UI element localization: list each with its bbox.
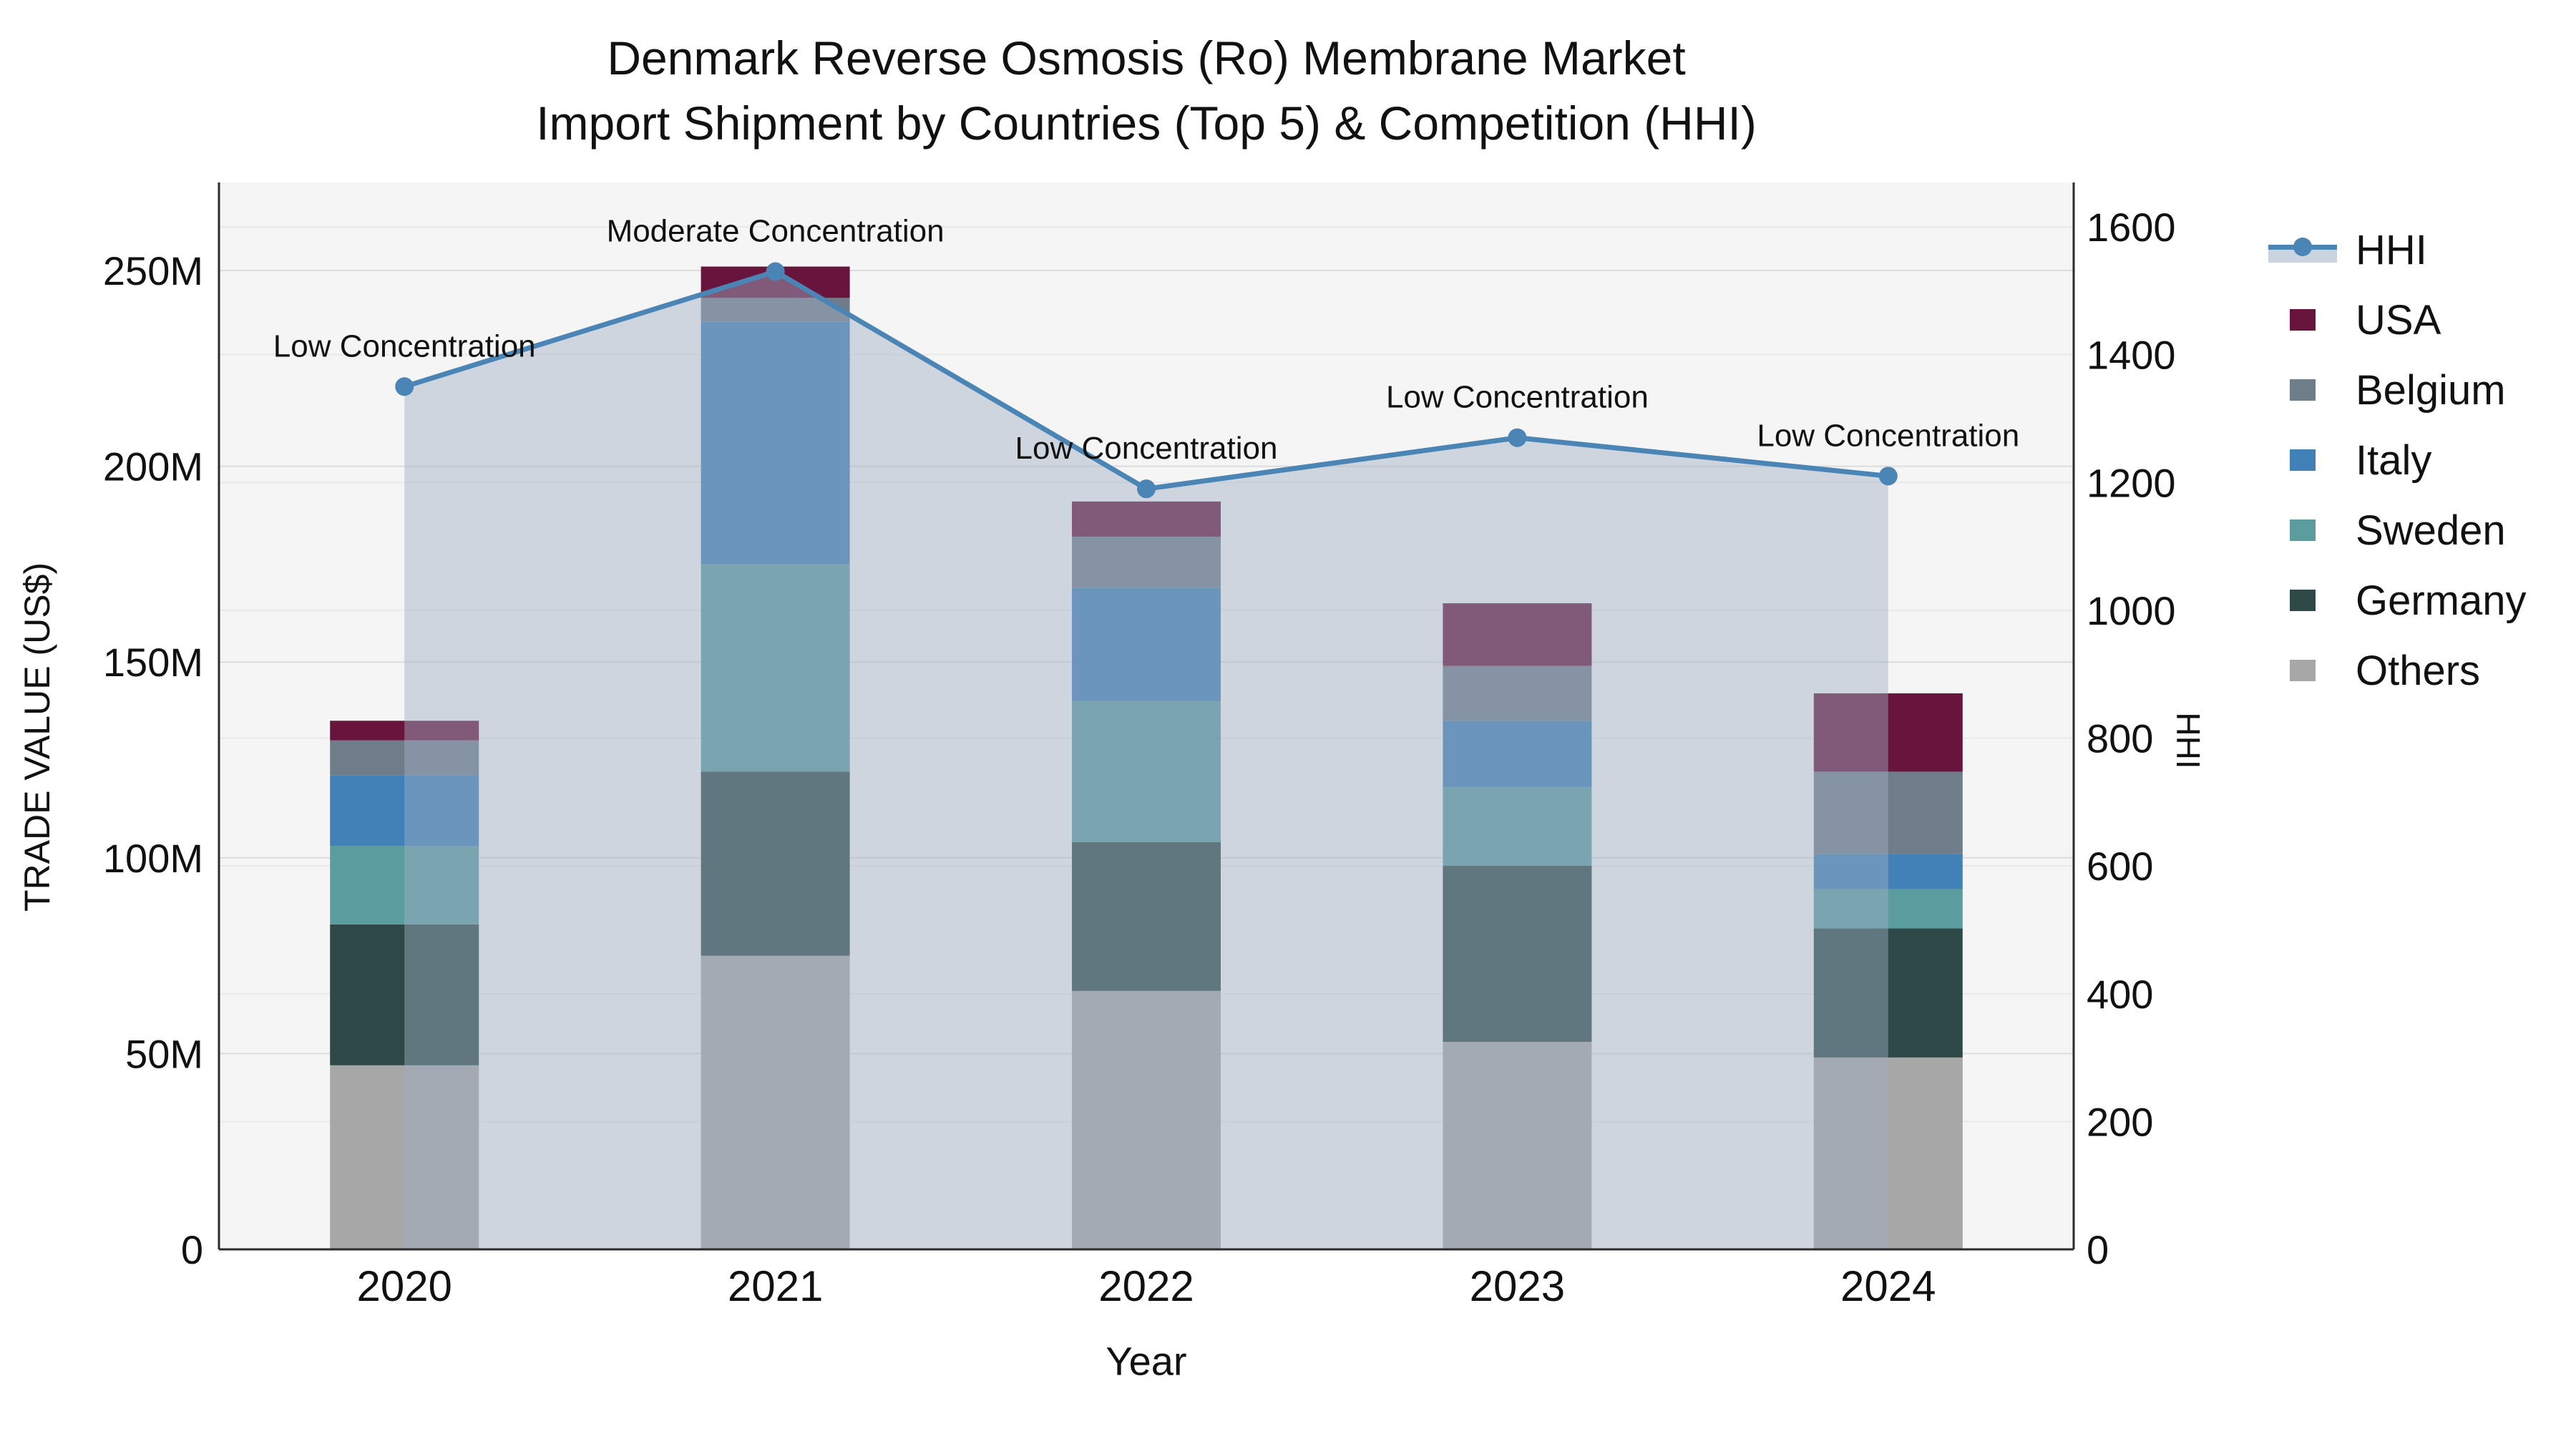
- bar-segment-germany-2024[interactable]: [1813, 928, 1963, 1058]
- legend-item-others[interactable]: Others: [2267, 635, 2527, 706]
- y-left-tick-150M: 150M: [103, 640, 203, 685]
- legend-label-germany: Germany: [2356, 577, 2527, 624]
- legend-item-hhi[interactable]: HHI: [2267, 215, 2527, 285]
- legend-color-swatch-usa: [2267, 309, 2338, 331]
- legend-label-italy: Italy: [2356, 436, 2432, 484]
- bar-segment-belgium-2023[interactable]: [1443, 665, 1592, 721]
- y-left-tick-200M: 200M: [103, 444, 203, 489]
- bar-segment-usa-2023[interactable]: [1443, 603, 1592, 666]
- legend-item-italy[interactable]: Italy: [2267, 425, 2527, 495]
- bar-segment-italy-2024[interactable]: [1813, 854, 1963, 889]
- legend-item-sweden[interactable]: Sweden: [2267, 495, 2527, 565]
- y-right-tick-400: 400: [2087, 972, 2153, 1017]
- bar-segment-usa-2024[interactable]: [1813, 693, 1963, 772]
- bar-segment-belgium-2020[interactable]: [330, 740, 479, 776]
- y-right-tick-0: 0: [2087, 1227, 2109, 1272]
- x-axis-title: Year: [1106, 1338, 1187, 1384]
- bar-segment-italy-2023[interactable]: [1443, 721, 1592, 788]
- bar-segment-others-2024[interactable]: [1813, 1057, 1963, 1249]
- annotation-2024: Low Concentration: [1757, 418, 2019, 453]
- legend-label-others: Others: [2356, 647, 2481, 694]
- legend-color-swatch-belgium: [2267, 379, 2338, 401]
- y-left-tick-0: 0: [181, 1227, 203, 1272]
- x-tick-2021: 2021: [728, 1262, 823, 1310]
- legend: HHI USA Belgium Italy Sweden Germany Others: [2267, 215, 2527, 706]
- annotation-2021: Moderate Concentration: [607, 214, 945, 249]
- annotation-2020: Low Concentration: [273, 328, 536, 364]
- legend-item-usa[interactable]: USA: [2267, 285, 2527, 355]
- chart-title-line1: Denmark Reverse Osmosis (Ro) Membrane Ma…: [607, 31, 1686, 84]
- y-right-axis-title: HHI: [2170, 712, 2207, 769]
- legend-label-sweden: Sweden: [2356, 507, 2506, 554]
- x-tick-2024: 2024: [1840, 1262, 1936, 1310]
- bar-segment-sweden-2020[interactable]: [330, 846, 479, 924]
- legend-color-swatch-sweden: [2267, 519, 2338, 541]
- y-right-tick-1200: 1200: [2087, 460, 2176, 505]
- hhi-marker-2022[interactable]: [1137, 479, 1156, 499]
- y-right-tick-1400: 1400: [2087, 333, 2176, 378]
- bar-segment-others-2021[interactable]: [701, 955, 850, 1249]
- hhi-marker-2024[interactable]: [1878, 467, 1898, 486]
- chart-title-line2: Import Shipment by Countries (Top 5) & C…: [536, 97, 1757, 150]
- bar-segment-italy-2021[interactable]: [701, 321, 850, 565]
- hhi-area-fill: [404, 271, 1888, 1249]
- bar-segment-belgium-2022[interactable]: [1072, 537, 1221, 588]
- y-right-tick-1600: 1600: [2087, 205, 2176, 250]
- bar-segment-sweden-2022[interactable]: [1072, 701, 1221, 842]
- annotation-2022: Low Concentration: [1015, 431, 1278, 466]
- y-left-tick-250M: 250M: [103, 248, 203, 293]
- bar-segment-germany-2023[interactable]: [1443, 865, 1592, 1042]
- annotation-2023: Low Concentration: [1386, 380, 1649, 415]
- legend-color-swatch-italy: [2267, 449, 2338, 471]
- bar-segment-germany-2021[interactable]: [701, 771, 850, 956]
- bar-segment-usa-2020[interactable]: [330, 721, 479, 741]
- bar-segment-germany-2020[interactable]: [330, 924, 479, 1065]
- bar-segment-usa-2022[interactable]: [1072, 501, 1221, 537]
- bar-segment-germany-2022[interactable]: [1072, 841, 1221, 991]
- y-left-tick-100M: 100M: [103, 836, 203, 881]
- y-right-tick-1000: 1000: [2087, 588, 2176, 633]
- legend-label-belgium: Belgium: [2356, 366, 2506, 414]
- bar-segment-sweden-2023[interactable]: [1443, 787, 1592, 866]
- hhi-marker-2021[interactable]: [766, 262, 785, 281]
- bar-segment-sweden-2021[interactable]: [701, 564, 850, 772]
- x-tick-2022: 2022: [1098, 1262, 1194, 1310]
- x-tick-2020: 2020: [356, 1262, 452, 1310]
- y-right-tick-800: 800: [2087, 716, 2153, 761]
- legend-label-usa: USA: [2356, 296, 2441, 343]
- hhi-marker-2023[interactable]: [1508, 428, 1527, 447]
- bar-segment-others-2020[interactable]: [330, 1065, 479, 1249]
- x-tick-2023: 2023: [1470, 1262, 1565, 1310]
- bar-segment-sweden-2024[interactable]: [1813, 889, 1963, 929]
- bar-segment-italy-2022[interactable]: [1072, 587, 1221, 701]
- legend-item-belgium[interactable]: Belgium: [2267, 355, 2527, 425]
- y-right-tick-200: 200: [2087, 1099, 2153, 1144]
- bar-segment-others-2023[interactable]: [1443, 1041, 1592, 1249]
- chart-title: Denmark Reverse Osmosis (Ro) Membrane Ma…: [219, 26, 2074, 156]
- hhi-marker-2020[interactable]: [395, 377, 414, 396]
- bar-segment-belgium-2024[interactable]: [1813, 771, 1963, 854]
- bar-segment-others-2022[interactable]: [1072, 990, 1221, 1249]
- y-left-tick-50M: 50M: [125, 1031, 203, 1076]
- legend-color-swatch-germany: [2267, 590, 2338, 611]
- y-left-axis-title: TRADE VALUE (US$): [17, 562, 57, 912]
- bar-segment-italy-2020[interactable]: [330, 775, 479, 847]
- y-right-tick-600: 600: [2087, 844, 2153, 889]
- legend-line-swatch: [2267, 234, 2338, 265]
- legend-label-hhi: HHI: [2356, 226, 2427, 273]
- legend-item-germany[interactable]: Germany: [2267, 565, 2527, 635]
- legend-color-swatch-others: [2267, 660, 2338, 681]
